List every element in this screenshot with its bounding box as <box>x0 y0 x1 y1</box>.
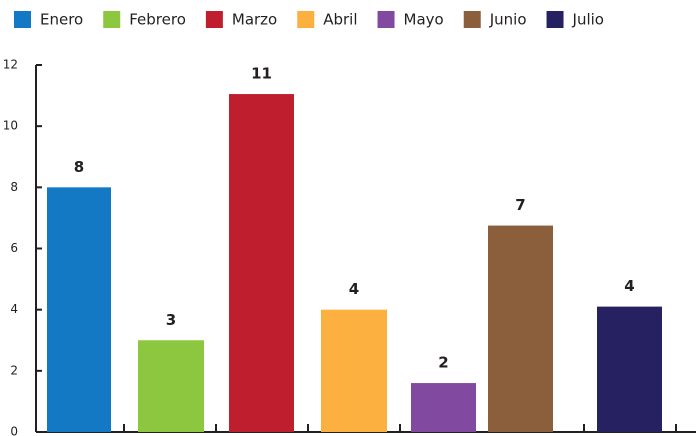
data-label: 4 <box>349 280 359 298</box>
legend-swatch <box>463 11 481 28</box>
bar <box>47 187 111 432</box>
legend-label: Marzo <box>232 11 277 29</box>
y-tick-label: 12 <box>3 58 18 72</box>
y-tick-label: 8 <box>10 180 18 194</box>
legend-swatch <box>377 11 395 28</box>
y-tick-label: 0 <box>10 425 18 436</box>
bar <box>597 306 662 432</box>
bar <box>138 340 204 432</box>
y-tick-label: 2 <box>10 363 18 377</box>
legend-label: Junio <box>489 11 527 29</box>
legend-swatch <box>103 11 121 28</box>
data-label: 11 <box>251 65 272 83</box>
data-label: 3 <box>166 311 176 329</box>
data-label: 8 <box>74 158 84 176</box>
bar <box>488 225 553 432</box>
data-label: 2 <box>438 354 448 372</box>
bar <box>229 94 294 432</box>
legend-label: Enero <box>40 11 83 29</box>
legend-swatch <box>14 11 31 28</box>
y-tick-label: 6 <box>10 241 18 255</box>
legend-swatch <box>546 11 564 28</box>
data-label: 4 <box>624 277 634 295</box>
legend-swatch <box>297 11 315 28</box>
bar <box>321 309 387 432</box>
legend-label: Abril <box>323 11 357 29</box>
legend-label: Julio <box>572 11 604 29</box>
legend-label: Febrero <box>129 11 186 29</box>
y-tick-label: 4 <box>10 302 18 316</box>
legend-label: Mayo <box>404 11 444 29</box>
data-label: 7 <box>515 196 525 214</box>
bar <box>411 383 476 432</box>
legend-swatch <box>205 11 223 28</box>
y-tick-label: 10 <box>3 119 18 133</box>
